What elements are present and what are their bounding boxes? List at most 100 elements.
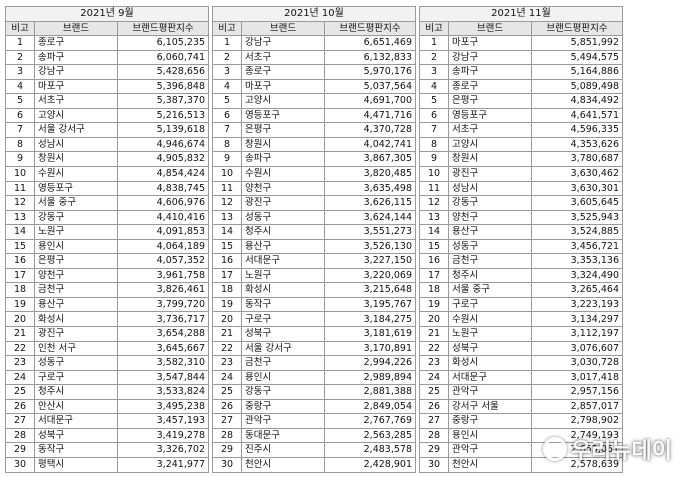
- brand-cell: 강남구: [448, 49, 532, 66]
- score-cell: 5,970,176: [324, 64, 416, 80]
- rank-cell: 10: [5, 166, 35, 182]
- rank-cell: 4: [419, 78, 449, 95]
- score-cell: 3,353,136: [531, 253, 623, 269]
- rank-cell: 17: [212, 267, 242, 284]
- brand-cell: 서울 중구: [34, 195, 118, 211]
- rank-cell: 11: [5, 180, 35, 197]
- score-cell: 3,524,885: [531, 224, 623, 240]
- table-row: 6 영등포구 4,471,716: [212, 107, 416, 124]
- table-row: 22 인천 서구 3,645,667: [5, 340, 209, 357]
- rank-cell: 8: [212, 136, 242, 153]
- score-cell: 2,483,578: [324, 442, 416, 458]
- brand-cell: 영등포구: [34, 180, 118, 197]
- table-row: 9 창원시 4,905,832: [5, 151, 209, 168]
- rank-cell: 28: [5, 427, 35, 444]
- rank-cell: 9: [419, 151, 449, 168]
- brand-cell: 수원시: [34, 166, 118, 182]
- score-cell: 2,849,054: [324, 398, 416, 415]
- rank-cell: 24: [5, 369, 35, 386]
- table-row: 28 성북구 3,419,278: [5, 427, 209, 444]
- table-row: 30 평택시 3,241,977: [5, 456, 209, 473]
- table-row: 1 강남구 6,651,469: [212, 35, 416, 51]
- rank-cell: 19: [419, 296, 449, 313]
- table-row: 12 강동구 3,605,645: [419, 195, 623, 211]
- brand-cell: 용산구: [448, 224, 532, 240]
- brand-cell: 종로구: [241, 64, 325, 80]
- column-header-value: 브랜드평판지수: [117, 20, 209, 37]
- score-cell: 5,037,564: [324, 78, 416, 95]
- table-row: 10 수원시 4,854,424: [5, 166, 209, 182]
- score-cell: 3,030,728: [531, 355, 623, 371]
- brand-cell: 은평구: [448, 93, 532, 109]
- rank-cell: 30: [419, 456, 449, 473]
- brand-cell: 화성시: [34, 311, 118, 328]
- score-cell: 4,641,571: [531, 107, 623, 124]
- rank-cell: 26: [419, 398, 449, 415]
- rank-cell: 28: [419, 427, 449, 444]
- score-cell: 3,547,844: [117, 369, 209, 386]
- table-row: 3 송파구 5,164,886: [419, 64, 623, 80]
- score-cell: 3,326,702: [117, 442, 209, 458]
- score-cell: 5,164,886: [531, 64, 623, 80]
- brand-cell: 구로구: [241, 311, 325, 328]
- rank-cell: 2: [419, 49, 449, 66]
- table-row: 8 성남시 4,946,674: [5, 136, 209, 153]
- brand-cell: 용산구: [34, 296, 118, 313]
- score-cell: 3,780,687: [531, 151, 623, 168]
- score-cell: 2,989,894: [324, 369, 416, 386]
- score-cell: 2,881,388: [324, 384, 416, 400]
- score-cell: 4,370,728: [324, 122, 416, 138]
- table-row: 3 강남구 5,428,656: [5, 64, 209, 80]
- score-cell: 3,624,144: [324, 209, 416, 226]
- brand-cell: 용산구: [241, 238, 325, 255]
- brand-cell: 천안시: [448, 456, 532, 473]
- brand-cell: 노원구: [448, 326, 532, 342]
- table-row: 29 진주시 2,483,578: [212, 442, 416, 458]
- rank-cell: 6: [5, 107, 35, 124]
- table-row: 12 서울 중구 4,606,976: [5, 195, 209, 211]
- brand-cell: 마포구: [448, 35, 532, 51]
- brand-cell: 고양시: [448, 136, 532, 153]
- rank-cell: 27: [212, 413, 242, 429]
- score-cell: 4,353,626: [531, 136, 623, 153]
- rank-cell: 21: [5, 326, 35, 342]
- brand-cell: 양천구: [448, 209, 532, 226]
- score-cell: 3,265,464: [531, 282, 623, 298]
- score-cell: 5,216,513: [117, 107, 209, 124]
- score-cell: 3,495,238: [117, 398, 209, 415]
- rank-cell: 20: [419, 311, 449, 328]
- rank-cell: 3: [212, 64, 242, 80]
- brand-cell: 창원시: [34, 151, 118, 168]
- table-row: 14 청주시 3,551,273: [212, 224, 416, 240]
- rank-cell: 30: [5, 456, 35, 473]
- brand-cell: 송파구: [241, 151, 325, 168]
- column-header-brand: 브랜드: [448, 20, 532, 37]
- table-row: 22 서울 강서구 3,170,891: [212, 340, 416, 357]
- table-row: 7 은평구 4,370,728: [212, 122, 416, 138]
- month-title: 2021년 10월: [212, 6, 416, 22]
- table-row: 1 마포구 5,851,992: [419, 35, 623, 51]
- table-row: 9 송파구 3,867,305: [212, 151, 416, 168]
- score-cell: 3,826,461: [117, 282, 209, 298]
- table-row: 21 성북구 3,181,619: [212, 326, 416, 342]
- score-cell: 3,076,607: [531, 340, 623, 357]
- rank-cell: 9: [5, 151, 35, 168]
- rank-cell: 7: [5, 122, 35, 138]
- table-row: 23 화성시 3,030,728: [419, 355, 623, 371]
- score-cell: 4,946,674: [117, 136, 209, 153]
- score-cell: 5,494,575: [531, 49, 623, 66]
- table-row: 19 용산구 3,799,720: [5, 296, 209, 313]
- score-cell: 3,630,462: [531, 166, 623, 182]
- brand-cell: 중랑구: [241, 398, 325, 415]
- score-cell: 3,456,721: [531, 238, 623, 255]
- table-row: 4 마포구 5,396,848: [5, 78, 209, 95]
- rank-cell: 24: [419, 369, 449, 386]
- month-header-row: 2021년 9월: [5, 6, 209, 22]
- brand-cell: 수원시: [241, 166, 325, 182]
- brand-cell: 서초구: [241, 49, 325, 66]
- table-row: 16 금천구 3,353,136: [419, 253, 623, 269]
- rank-cell: 24: [212, 369, 242, 386]
- brand-cell: 창원시: [448, 151, 532, 168]
- score-cell: 4,042,741: [324, 136, 416, 153]
- rank-cell: 18: [212, 282, 242, 298]
